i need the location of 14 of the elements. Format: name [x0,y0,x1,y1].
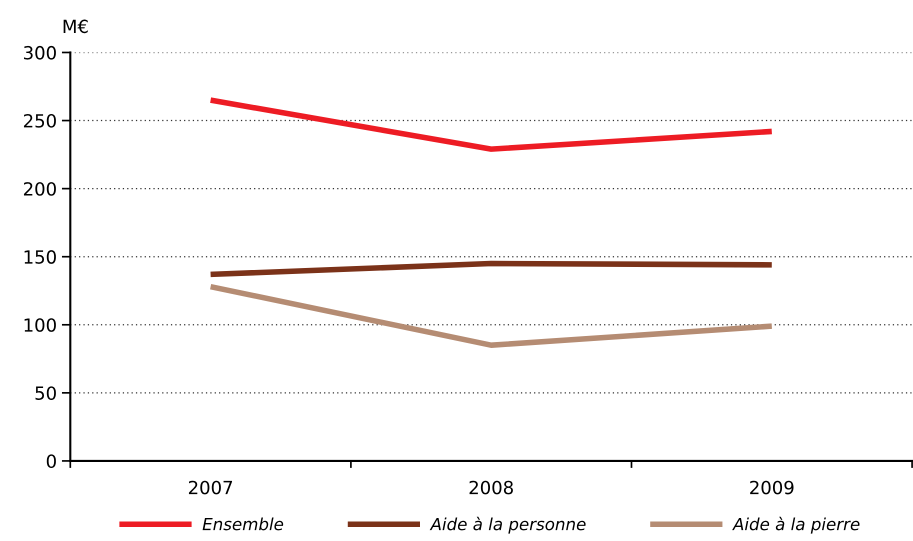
y-tick-label: 200 [24,182,56,196]
legend-label: Aide à la pierre [732,516,860,534]
y-tick-label: 0 [46,454,56,468]
x-tick-label: 2008 [470,480,513,494]
y-tick-label: 150 [24,250,56,264]
x-tick-label: 2007 [188,480,232,494]
y-axis-title: M€ [64,20,88,34]
y-tick-label: 50 [36,386,56,400]
y-tick-label: 250 [24,114,56,128]
x-tick-label: 2009 [750,480,794,494]
y-tick-label: 100 [24,318,56,332]
y-tick-label: 300 [24,46,56,60]
legend-label: Aide à la personne [430,516,586,534]
legend-label: Ensemble [202,517,284,530]
